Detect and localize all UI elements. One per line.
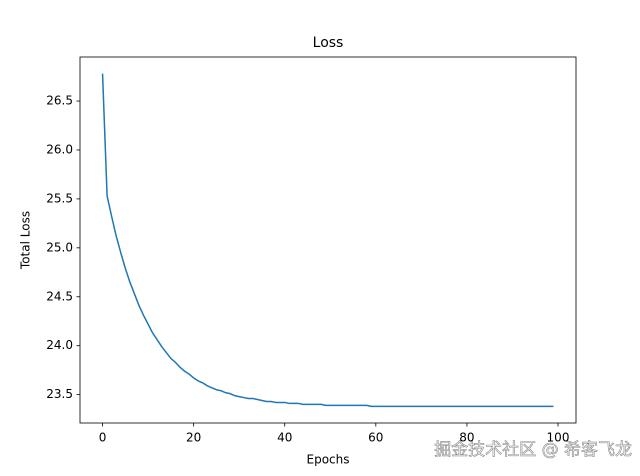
y-tick-label: 25.0 — [46, 240, 73, 254]
x-tick-label: 100 — [547, 431, 570, 445]
x-tick-label: 20 — [186, 431, 201, 445]
watermark: 掘金技术社区 @ 希客飞龙 — [434, 440, 632, 460]
plot-frame — [79, 56, 577, 424]
x-tick-label: 0 — [99, 431, 107, 445]
y-tick-label: 24.0 — [46, 338, 73, 352]
y-tick-label: 26.0 — [46, 142, 73, 156]
x-axis-label: Epochs — [307, 453, 350, 467]
y-axis-label: Total Loss — [19, 211, 33, 270]
x-tick-label: 80 — [459, 431, 474, 445]
y-tick-label: 25.5 — [46, 191, 73, 205]
y-tick-label: 24.5 — [46, 289, 73, 303]
loss-line — [101, 73, 554, 408]
x-tick-label: 60 — [368, 431, 383, 445]
y-tick-label: 23.5 — [46, 387, 73, 401]
chart-title: Loss — [313, 35, 344, 51]
x-tick-label: 40 — [277, 431, 292, 445]
y-tick-label: 26.5 — [46, 94, 73, 108]
